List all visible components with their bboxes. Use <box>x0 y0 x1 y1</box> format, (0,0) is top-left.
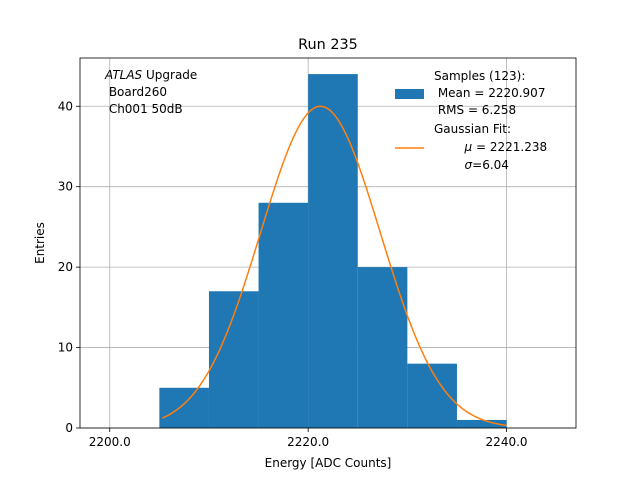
x-axis-ticks: 2200.0 2220.0 2240.0 <box>89 428 528 449</box>
annotation-board: Board260 <box>105 85 167 99</box>
legend-fit-mu-value: = 2221.238 <box>472 140 547 154</box>
legend-fit-sigma-value: =6.04 <box>472 158 509 172</box>
legend: Samples (123): Mean = 2220.907 RMS = 6.2… <box>395 69 566 172</box>
x-tick-label: 2200.0 <box>89 435 131 449</box>
annotation-atlas-italic: ATLAS <box>104 68 143 82</box>
x-axis-label: Energy [ADC Counts] <box>265 456 392 470</box>
legend-samples-swatch <box>395 89 424 99</box>
svg-text:σ=6.04: σ=6.04 <box>434 158 528 172</box>
gaussian-fit-curve <box>162 105 507 427</box>
legend-samples-mean: Mean = 2220.907 <box>434 86 545 100</box>
y-tick-label: 0 <box>65 421 73 435</box>
y-tick-label: 30 <box>58 180 73 194</box>
svg-text:ATLAS Upgrade: ATLAS Upgrade <box>104 68 197 82</box>
histogram-bar <box>308 74 358 428</box>
chart-title: Run 235 <box>298 37 358 53</box>
histogram-bar <box>456 419 507 428</box>
histogram-bars <box>159 74 507 428</box>
y-axis-ticks: 0 10 20 30 40 <box>58 99 80 435</box>
histogram-bar <box>159 387 209 428</box>
annotation-channel: Ch001 50dB <box>105 102 183 116</box>
y-tick-label: 10 <box>58 341 73 355</box>
annotation-upgrade: Upgrade <box>142 68 197 82</box>
legend-fit-mu-symbol: μ <box>464 140 473 154</box>
x-tick-label: 2220.0 <box>287 435 329 449</box>
x-tick-label: 2240.0 <box>486 435 528 449</box>
atlas-annotation: ATLAS Upgrade Board260 Ch001 50dB <box>104 68 197 116</box>
histogram-bar <box>258 202 309 428</box>
svg-text:μ = 2221.238: μ = 2221.238 <box>434 140 566 154</box>
legend-samples-rms: RMS = 6.258 <box>434 103 516 117</box>
legend-fit-sigma-symbol: σ <box>465 158 473 172</box>
histogram-bar <box>357 267 408 428</box>
y-tick-label: 20 <box>58 260 73 274</box>
plot-frame <box>79 57 577 429</box>
legend-samples-title: Samples (123): <box>434 69 525 83</box>
histogram-bar <box>208 291 259 428</box>
y-tick-label: 40 <box>58 99 73 113</box>
y-axis-label: Entries <box>33 222 47 264</box>
legend-fit-title: Gaussian Fit: <box>434 122 511 136</box>
